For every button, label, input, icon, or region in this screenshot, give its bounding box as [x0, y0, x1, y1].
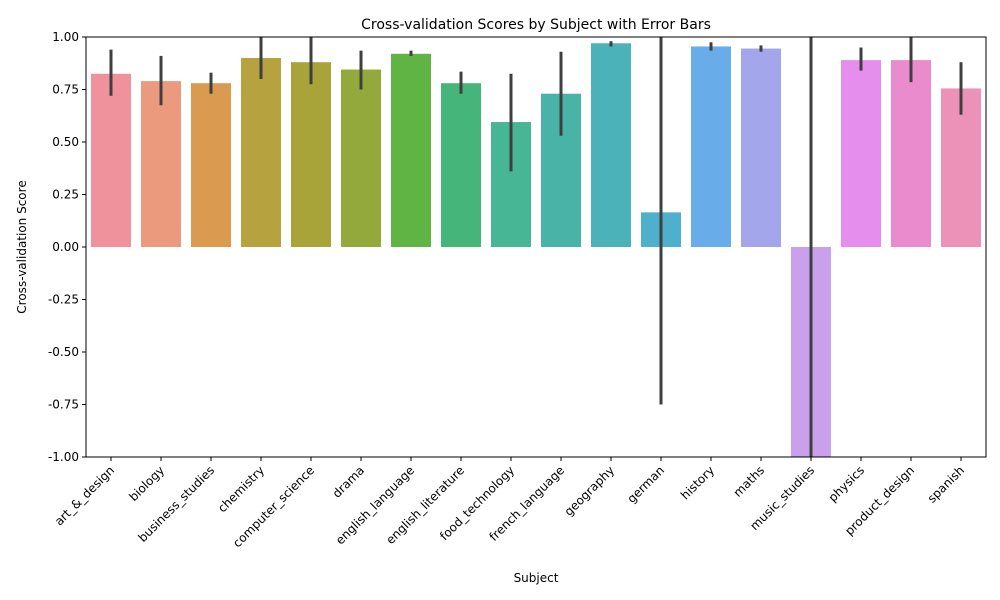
y-tick-label: -0.50 — [48, 345, 79, 359]
x-tick-label: physics — [826, 463, 868, 505]
bar-computer_science — [291, 62, 331, 248]
bar-product_design — [891, 60, 931, 247]
y-tick-label: 0.25 — [52, 188, 79, 202]
bar-geography — [591, 43, 631, 247]
y-tick-label: -1.00 — [48, 450, 79, 464]
y-axis-label: Cross-validation Score — [15, 180, 29, 313]
y-tick-label: -0.25 — [48, 293, 79, 307]
x-tick-label: drama — [330, 463, 367, 500]
bar-english_literature — [441, 83, 481, 247]
y-tick-label: 1.00 — [52, 30, 79, 44]
x-tick-label: german — [624, 463, 667, 506]
x-tick-label: history — [678, 463, 717, 502]
chart-title: Cross-validation Scores by Subject with … — [361, 17, 711, 33]
bar-business_studies — [191, 83, 231, 247]
bar-physics — [841, 60, 881, 247]
x-tick-label: spanish — [925, 463, 967, 505]
bar-biology — [141, 81, 181, 247]
bar-spanish — [941, 88, 981, 247]
x-tick-label: art_&_design — [52, 463, 117, 528]
x-tick-label: maths — [731, 463, 767, 499]
bar-art_&_design — [91, 73, 131, 247]
y-tick-label: 0.00 — [52, 240, 79, 254]
bar-drama — [341, 69, 381, 247]
bar-english_language — [391, 53, 431, 247]
y-tick-label: 0.75 — [52, 83, 79, 97]
x-tick-label: chemistry — [215, 463, 267, 515]
y-tick-label: 0.50 — [52, 135, 79, 149]
bar-chemistry — [241, 58, 281, 247]
x-tick-label: geography — [562, 463, 618, 519]
x-axis-label: Subject — [514, 571, 559, 585]
y-tick-label: -0.75 — [48, 398, 79, 412]
x-tick-label: biology — [126, 463, 167, 504]
bar-history — [691, 46, 731, 248]
bar-maths — [741, 48, 781, 247]
